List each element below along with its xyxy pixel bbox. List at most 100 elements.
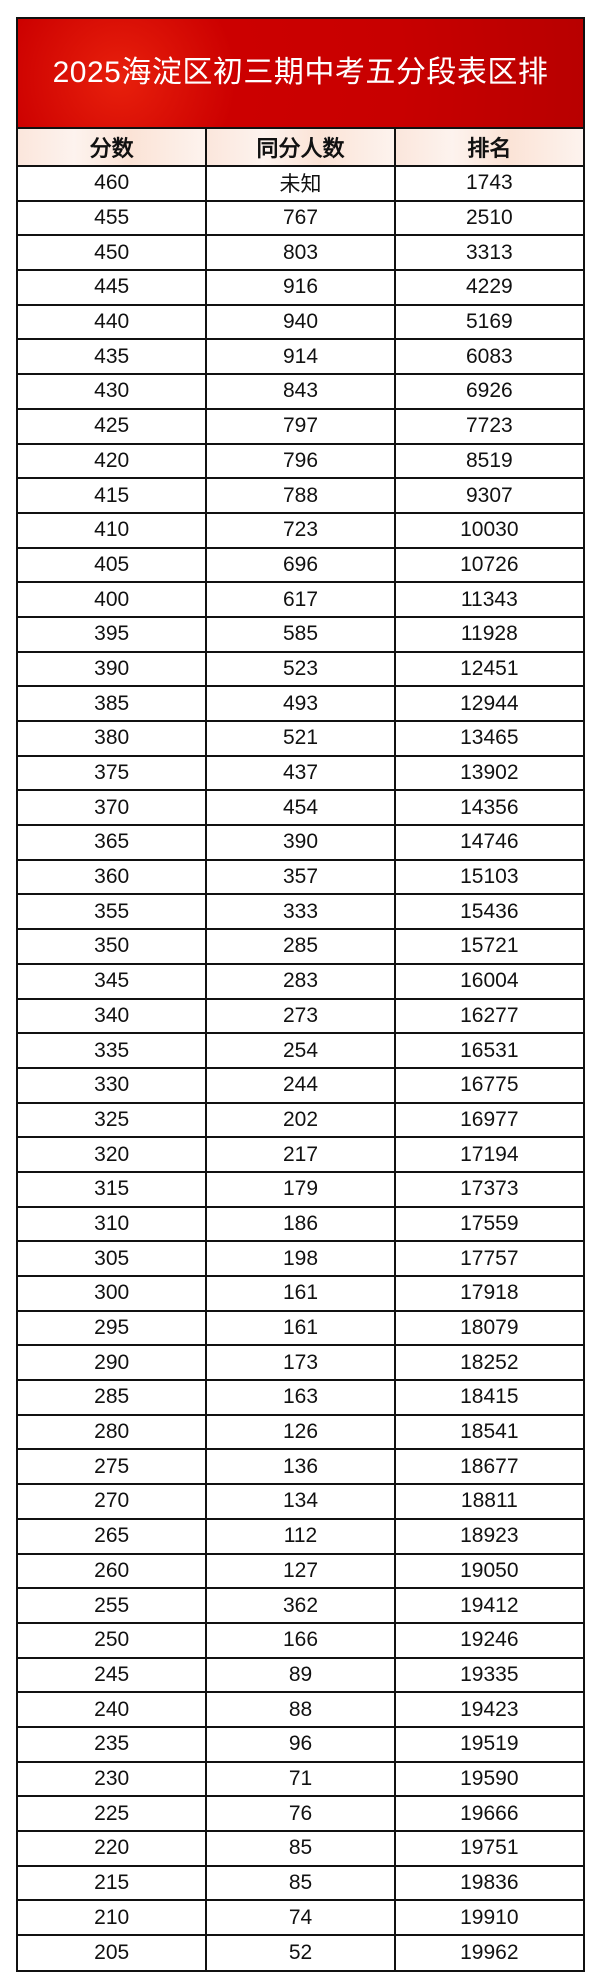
table-row: 230 71 19590 xyxy=(18,1760,583,1798)
cell-same-score-count: 163 xyxy=(205,1379,396,1416)
cell-same-score-count: 96 xyxy=(205,1725,396,1763)
cell-rank: 5169 xyxy=(393,303,583,341)
table-row: 455 767 2510 xyxy=(18,199,583,237)
cell-rank: 14746 xyxy=(393,824,583,861)
cell-rank: 7723 xyxy=(393,407,583,445)
cell-same-score-count: 134 xyxy=(205,1483,396,1520)
cell-score: 395 xyxy=(18,615,208,653)
table-row: 420 796 8519 xyxy=(18,442,583,480)
cell-same-score-count: 76 xyxy=(205,1795,396,1832)
cell-score: 285 xyxy=(18,1379,208,1416)
cell-same-score-count: 198 xyxy=(205,1240,396,1277)
cell-same-score-count: 617 xyxy=(205,581,396,618)
cell-rank: 18677 xyxy=(393,1448,583,1486)
table-row: 340 273 16277 xyxy=(18,997,583,1035)
cell-rank: 10726 xyxy=(393,546,583,584)
cell-rank: 18811 xyxy=(393,1483,583,1520)
cell-rank: 11343 xyxy=(393,581,583,618)
cell-score: 450 xyxy=(18,234,208,272)
cell-rank: 16277 xyxy=(393,997,583,1035)
header-score: 分数 xyxy=(18,129,208,167)
table-row: 205 52 19962 xyxy=(18,1934,583,1970)
table-row: 350 285 15721 xyxy=(18,928,583,965)
cell-score: 440 xyxy=(18,303,208,341)
cell-same-score-count: 202 xyxy=(205,1101,396,1139)
cell-rank: 6926 xyxy=(393,373,583,410)
table-row: 285 163 18415 xyxy=(18,1379,583,1416)
cell-score: 340 xyxy=(18,997,208,1035)
table-row: 290 173 18252 xyxy=(18,1344,583,1382)
table-row: 410 723 10030 xyxy=(18,511,583,549)
table-row: 440 940 5169 xyxy=(18,303,583,341)
cell-rank: 12451 xyxy=(393,650,583,688)
cell-score: 320 xyxy=(18,1136,208,1173)
cell-same-score-count: 285 xyxy=(205,928,396,965)
cell-same-score-count: 796 xyxy=(205,442,396,480)
cell-score: 230 xyxy=(18,1760,208,1798)
table-row: 365 390 14746 xyxy=(18,824,583,861)
table-row: 240 88 19423 xyxy=(18,1691,583,1728)
cell-rank: 8519 xyxy=(393,442,583,480)
cell-same-score-count: 585 xyxy=(205,615,396,653)
cell-score: 255 xyxy=(18,1587,208,1624)
cell-rank: 16531 xyxy=(393,1032,583,1069)
cell-same-score-count: 273 xyxy=(205,997,396,1035)
table-row: 220 85 19751 xyxy=(18,1830,583,1867)
cell-score: 350 xyxy=(18,928,208,965)
cell-score: 400 xyxy=(18,581,208,618)
cell-rank: 17757 xyxy=(393,1240,583,1277)
cell-same-score-count: 161 xyxy=(205,1275,396,1312)
cell-rank: 10030 xyxy=(393,511,583,549)
cell-score: 405 xyxy=(18,546,208,584)
table-row: 445 916 4229 xyxy=(18,269,583,306)
cell-score: 245 xyxy=(18,1656,208,1694)
cell-same-score-count: 52 xyxy=(205,1934,396,1970)
cell-same-score-count: 797 xyxy=(205,407,396,445)
cell-same-score-count: 493 xyxy=(205,685,396,722)
cell-score: 430 xyxy=(18,373,208,410)
table-row: 295 161 18079 xyxy=(18,1309,583,1347)
table-row: 430 843 6926 xyxy=(18,373,583,410)
cell-score: 300 xyxy=(18,1275,208,1312)
cell-same-score-count: 437 xyxy=(205,754,396,792)
table-row: 380 521 13465 xyxy=(18,720,583,757)
cell-score: 315 xyxy=(18,1170,208,1208)
cell-rank: 19590 xyxy=(393,1760,583,1798)
cell-same-score-count: 788 xyxy=(205,477,396,514)
cell-score: 265 xyxy=(18,1517,208,1555)
table-row: 385 493 12944 xyxy=(18,685,583,722)
cell-same-score-count: 916 xyxy=(205,269,396,306)
table-row: 360 357 15103 xyxy=(18,858,583,896)
cell-score: 270 xyxy=(18,1483,208,1520)
cell-same-score-count: 454 xyxy=(205,789,396,827)
cell-score: 305 xyxy=(18,1240,208,1277)
table-row: 450 803 3313 xyxy=(18,234,583,272)
cell-score: 295 xyxy=(18,1309,208,1347)
table-row: 225 76 19666 xyxy=(18,1795,583,1832)
cell-score: 335 xyxy=(18,1032,208,1069)
cell-score: 345 xyxy=(18,962,208,1000)
cell-rank: 16004 xyxy=(393,962,583,1000)
table-row: 275 136 18677 xyxy=(18,1448,583,1486)
cell-same-score-count: 161 xyxy=(205,1309,396,1347)
cell-score: 330 xyxy=(18,1066,208,1104)
score-table-container: 2025海淀区初三期中考五分段表区排 分数 同分人数 排名 460 未知 1743 4… xyxy=(16,17,585,1972)
cell-score: 260 xyxy=(18,1552,208,1590)
table-row: 355 333 15436 xyxy=(18,893,583,931)
table-row: 330 244 16775 xyxy=(18,1066,583,1104)
cell-rank: 16775 xyxy=(393,1066,583,1104)
cell-rank: 9307 xyxy=(393,477,583,514)
cell-score: 310 xyxy=(18,1205,208,1243)
table-row: 210 74 19910 xyxy=(18,1899,583,1937)
table-row: 255 362 19412 xyxy=(18,1587,583,1624)
cell-rank: 6083 xyxy=(393,338,583,376)
cell-score: 380 xyxy=(18,720,208,757)
table-row: 335 254 16531 xyxy=(18,1032,583,1069)
cell-score: 210 xyxy=(18,1899,208,1937)
cell-rank: 17918 xyxy=(393,1275,583,1312)
cell-same-score-count: 521 xyxy=(205,720,396,757)
table-row: 215 85 19836 xyxy=(18,1864,583,1902)
cell-rank: 18079 xyxy=(393,1309,583,1347)
table-row: 370 454 14356 xyxy=(18,789,583,827)
cell-score: 215 xyxy=(18,1864,208,1902)
